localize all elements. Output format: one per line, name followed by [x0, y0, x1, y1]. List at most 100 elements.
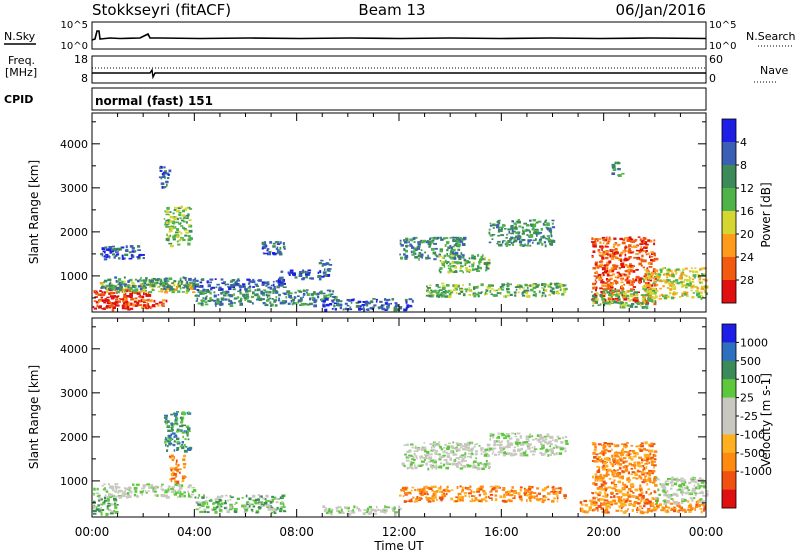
power-cell-12: [346, 304, 350, 307]
power-cell-18: [634, 305, 638, 308]
power-cell-13: [431, 247, 435, 251]
velocity-cell-4: [197, 503, 202, 506]
velocity-cell-3: [177, 468, 182, 471]
power-cell-17: [609, 274, 613, 277]
velocity-cell-4: [225, 506, 228, 510]
power-cell-0: [103, 307, 106, 310]
velocity-cell-0: [103, 500, 108, 502]
velocity-cell-1: [144, 490, 147, 493]
power-cell-15: [510, 241, 513, 245]
power-cell-15: [510, 236, 514, 240]
velocity-cell-7: [493, 441, 496, 444]
velocity-cell-9: [592, 482, 596, 485]
power-cell-15: [544, 244, 547, 248]
power-cell-0: [123, 294, 127, 298]
power-cell-17: [624, 237, 627, 240]
power-cell-1: [136, 301, 140, 305]
velocity-cell-8: [533, 496, 536, 500]
velocity-cell-7: [506, 445, 511, 449]
power-cell-3: [152, 280, 154, 283]
power-cell-9: [266, 248, 270, 250]
velocity-cell-9: [610, 469, 613, 473]
power-cell-9: [278, 252, 282, 255]
velocity-cell-4: [242, 506, 246, 509]
power-cell-7: [202, 297, 205, 299]
power-cell-16: [485, 293, 488, 295]
velocity-cell-6: [435, 464, 438, 467]
velocity-cell-10: [694, 507, 696, 511]
power-cell-19: [692, 296, 695, 299]
velocity-cell-8: [472, 499, 476, 502]
power-cell-8: [210, 287, 213, 291]
power-cell-19: [667, 279, 671, 282]
velocity-cell-2: [165, 436, 167, 440]
power-cell-19: [693, 276, 696, 279]
power-cell-9: [272, 242, 276, 245]
velocity-cell-6: [466, 443, 470, 447]
power-cell-7: [302, 292, 306, 296]
velocity-cell-6: [419, 455, 424, 458]
velocity-cell-3: [179, 471, 181, 474]
power-cell-7: [320, 291, 323, 295]
power-cell-9: [264, 252, 268, 255]
power-cell-7: [262, 294, 266, 297]
power-cell-12: [350, 301, 353, 304]
velocity-cell-8: [410, 489, 413, 492]
velocity-cell-4: [237, 497, 240, 500]
velocity-cell-2: [181, 441, 184, 444]
power-cell-1: [141, 306, 145, 309]
velocity-cell-9: [626, 491, 629, 495]
velocity-cell-4: [229, 503, 233, 507]
velocity-cell-11: [667, 495, 672, 499]
velocity-cell-2: [172, 422, 176, 426]
power-cell-12: [408, 298, 413, 301]
velocity-cell-9: [648, 472, 652, 475]
velocity-cell-0: [93, 500, 96, 504]
velocity-cell-9: [640, 462, 643, 464]
velocity-cell-2: [176, 428, 180, 432]
velocity-cell-9: [654, 484, 658, 487]
power-cell-17: [594, 293, 597, 295]
power-cell-15: [496, 221, 499, 224]
power-cell-7: [306, 303, 310, 306]
velocity-cell-9: [639, 484, 642, 488]
power-cell-7: [260, 292, 264, 295]
power-cell-17: [604, 282, 608, 285]
power-cell-13: [427, 242, 432, 245]
power-cell-19: [672, 293, 676, 296]
power-cell-18: [613, 301, 617, 304]
power-cell-17: [645, 300, 649, 302]
velocity-cell-10: [612, 499, 617, 502]
power-cell-17: [600, 261, 604, 264]
power-cell-16: [501, 288, 505, 291]
velocity-cell-1: [95, 492, 100, 494]
power-cell-7: [311, 296, 314, 300]
power-cell-16: [533, 290, 536, 294]
velocity-cell-10: [620, 506, 623, 509]
velocity-cell-9: [618, 457, 622, 460]
power-cell-14: [485, 269, 488, 272]
power-cell-12: [366, 301, 370, 304]
velocity-cell-9: [650, 442, 654, 446]
velocity-cell-1: [127, 492, 129, 495]
velocity-cell-4: [249, 504, 251, 508]
velocity-cell-8: [505, 491, 508, 494]
power-cell-7: [289, 297, 293, 299]
power-cell-16: [531, 283, 535, 287]
power-cell-5: [172, 235, 176, 239]
power-cell-4: [113, 247, 117, 251]
power-cell-12: [387, 303, 390, 307]
velocity-cell-11: [689, 497, 693, 500]
velocity-cell-2: [187, 447, 189, 451]
power-cell-16: [515, 288, 518, 291]
power-cell-12: [324, 308, 328, 312]
velocity-cell-2: [171, 425, 174, 428]
velocity-cell-9: [620, 459, 623, 462]
velocity-cell-2: [186, 434, 189, 437]
velocity-cell-7: [540, 436, 545, 439]
velocity-cell-9: [617, 480, 621, 484]
power-cell-15: [551, 219, 555, 222]
velocity-cell-9: [643, 467, 646, 470]
power-cell-7: [258, 297, 263, 300]
velocity-cell-1: [108, 493, 111, 497]
